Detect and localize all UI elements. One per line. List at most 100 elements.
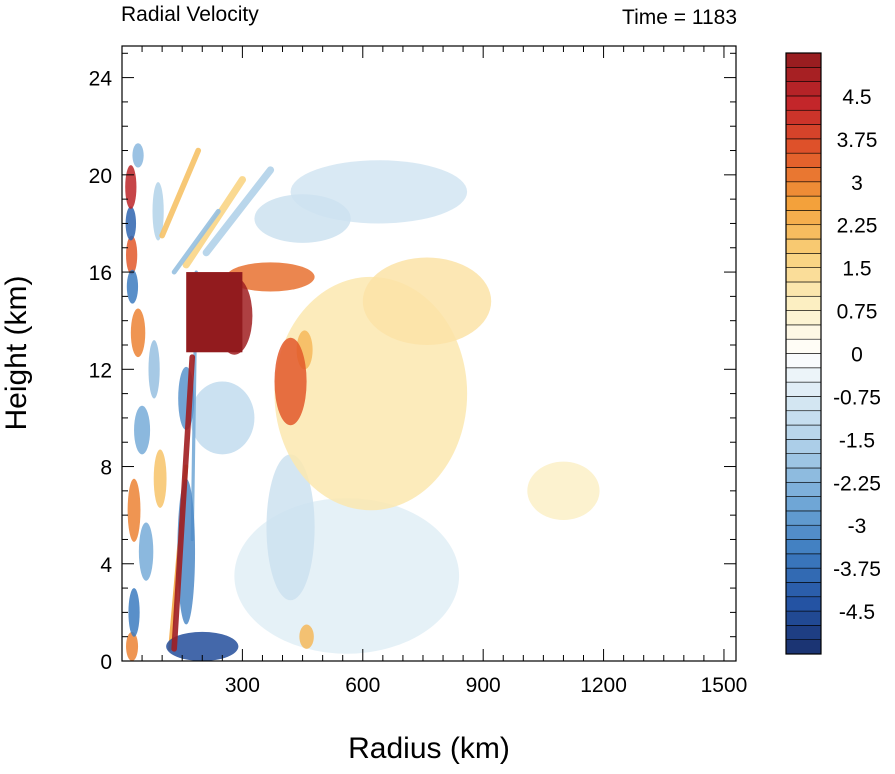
field-patch <box>299 624 314 649</box>
colorbar-swatch <box>785 295 822 311</box>
field-patch <box>527 461 600 521</box>
field-patch <box>125 165 137 209</box>
y-tick-label: 4 <box>100 554 112 577</box>
field-patch <box>134 405 151 455</box>
y-tick-label: 8 <box>100 457 112 480</box>
field-patch <box>127 478 141 542</box>
colorbar-label: 0 <box>851 344 863 367</box>
colorbar-swatch <box>785 224 822 240</box>
y-tick-label: 24 <box>89 68 113 91</box>
velocity-field <box>125 143 600 661</box>
field-streak <box>171 354 196 652</box>
colorbar-swatch <box>785 496 822 512</box>
colorbar-label: -2.25 <box>833 472 881 495</box>
chart-title-left: Radial Velocity <box>121 3 259 26</box>
field-streak <box>182 176 247 269</box>
colorbar-swatch <box>785 510 822 526</box>
plot-frame <box>121 45 737 662</box>
colorbar-swatch <box>785 396 822 412</box>
field-patch <box>362 257 492 345</box>
field-patch <box>166 631 239 661</box>
colorbar-swatch <box>785 195 822 211</box>
field-streak <box>159 147 202 239</box>
field-streak <box>202 166 275 257</box>
field-patch <box>153 449 167 508</box>
field-patch <box>130 308 146 358</box>
colorbar-swatch <box>785 481 822 497</box>
y-tick-label: 12 <box>89 359 112 382</box>
colorbar-swatch <box>785 253 822 268</box>
colorbar: 4.5 3.75 3 2.25 1.5 0.75 0 -0.75 -1.5 -2.25 -3 -3.7… <box>785 52 881 655</box>
colorbar-swatch <box>785 567 822 583</box>
colorbar-swatch <box>785 152 822 168</box>
colorbar-swatch <box>785 210 822 226</box>
x-axis-title: Radius (km) <box>348 732 510 765</box>
colorbar-label: -3.75 <box>833 558 881 581</box>
colorbar-swatch <box>785 267 822 283</box>
colorbar-swatch <box>785 124 822 140</box>
colorbar-swatch <box>785 639 822 655</box>
field-patch <box>274 337 307 426</box>
field-patch <box>186 272 243 353</box>
colorbar-swatch <box>785 596 822 612</box>
colorbar-swatch <box>785 610 822 626</box>
colorbar-swatch <box>785 324 822 340</box>
colorbar-swatch <box>785 467 822 483</box>
colorbar-swatch <box>785 338 822 354</box>
colorbar-swatch <box>785 424 822 440</box>
colorbar-swatch <box>785 381 822 397</box>
field-patch <box>126 631 139 661</box>
colorbar-swatch <box>785 181 822 197</box>
colorbar-swatch <box>785 539 822 555</box>
colorbar-swatch <box>785 138 822 154</box>
y-tick-label: 16 <box>89 262 112 285</box>
colorbar-label: 2.25 <box>837 215 878 238</box>
field-patch <box>132 143 144 168</box>
colorbar-label: 4.5 <box>842 86 871 109</box>
colorbar-swatch <box>785 367 822 383</box>
colorbar-label: -4.5 <box>839 601 875 624</box>
colorbar-swatch <box>785 524 822 540</box>
field-patch <box>126 235 138 275</box>
field-patch <box>126 269 139 304</box>
colorbar-label: 3.75 <box>837 129 878 152</box>
colorbar-swatch <box>785 353 822 369</box>
field-patch <box>125 206 137 241</box>
field-patch <box>138 522 154 581</box>
field-patch <box>266 454 315 601</box>
y-axis: 0 4 8 12 16 20 24 <box>89 52 736 674</box>
field-patch <box>190 381 255 455</box>
field-patch <box>226 262 315 292</box>
field-patch <box>148 340 160 399</box>
colorbar-swatch <box>785 553 822 569</box>
colorbar-swatch <box>785 167 822 183</box>
field-patch <box>254 194 351 243</box>
field-patch <box>152 182 164 241</box>
y-tick-label: 20 <box>89 165 112 188</box>
colorbar-swatch <box>785 582 822 598</box>
colorbar-swatch <box>785 95 822 111</box>
x-tick-label: 1500 <box>701 674 748 697</box>
colorbar-swatch <box>785 453 822 469</box>
field-streak <box>171 208 221 275</box>
y-axis-title: Height (km) <box>0 275 33 430</box>
colorbar-label: -1.5 <box>839 429 875 452</box>
x-axis: 300 600 900 1200 1500 <box>141 46 748 697</box>
colorbar-swatch <box>785 625 822 640</box>
colorbar-swatch <box>785 410 822 426</box>
colorbar-swatch <box>785 81 822 97</box>
colorbar-label: -3 <box>848 515 867 538</box>
colorbar-swatch <box>785 67 822 82</box>
colorbar-swatch <box>785 439 822 454</box>
y-tick-label: 0 <box>100 651 112 674</box>
colorbar-frame <box>785 52 822 655</box>
colorbar-label: 1.5 <box>842 258 871 281</box>
colorbar-swatch <box>785 310 822 326</box>
colorbar-label: 3 <box>851 172 863 195</box>
colorbar-swatch <box>785 52 822 68</box>
colorbar-label: -0.75 <box>833 386 881 409</box>
colorbar-swatch <box>785 109 822 125</box>
x-tick-label: 300 <box>225 674 260 697</box>
field-patch <box>128 588 140 637</box>
